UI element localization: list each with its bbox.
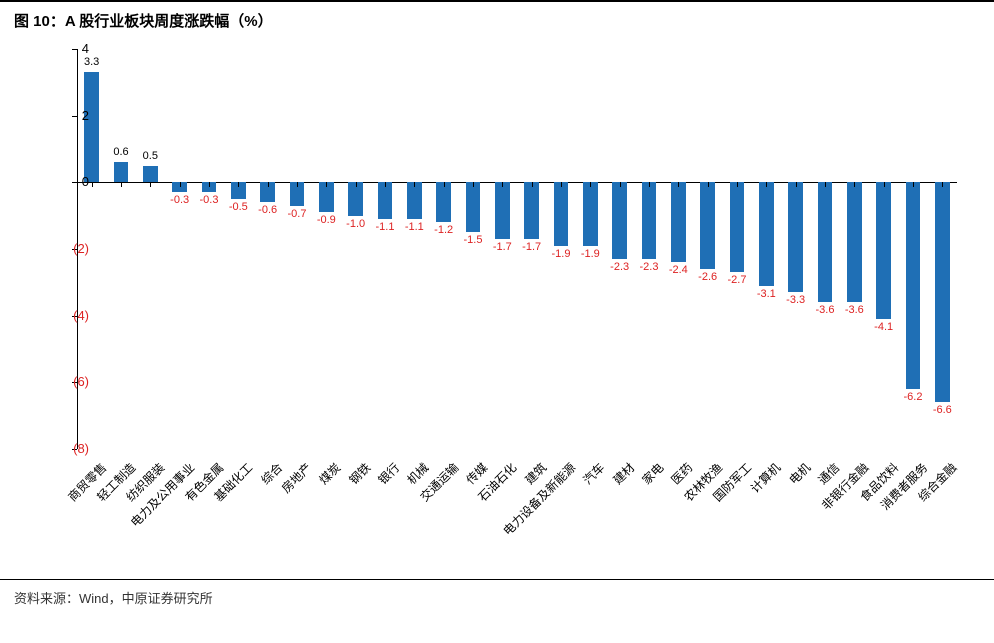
bar-value-label: -2.4 xyxy=(664,264,692,276)
x-tick xyxy=(913,182,914,187)
x-tick xyxy=(473,182,474,187)
y-tick-label: (8) xyxy=(49,441,89,456)
bar xyxy=(612,182,627,259)
chart-source: 资料来源：Wind，中原证券研究所 xyxy=(0,579,994,615)
x-tick xyxy=(942,182,943,187)
bar xyxy=(378,182,393,219)
chart-title: 图 10：A 股行业板块周度涨跌幅（%） xyxy=(0,0,994,39)
bar-value-label: -1.5 xyxy=(459,234,487,246)
y-tick-label: (6) xyxy=(49,374,89,389)
bar xyxy=(847,182,862,302)
x-tick xyxy=(444,182,445,187)
x-tick xyxy=(92,182,93,187)
x-tick xyxy=(590,182,591,187)
bar xyxy=(554,182,569,245)
bar xyxy=(583,182,598,245)
bar-value-label: -2.3 xyxy=(606,261,634,273)
bar-value-label: -0.3 xyxy=(195,194,223,206)
bar xyxy=(114,162,129,182)
x-tick xyxy=(180,182,181,187)
chart-area: 3.30.60.5-0.3-0.3-0.5-0.6-0.7-0.9-1.0-1.… xyxy=(17,39,977,579)
x-tick xyxy=(737,182,738,187)
bar-value-label: -4.1 xyxy=(870,321,898,333)
bar-value-label: -0.7 xyxy=(283,208,311,220)
y-tick-label: (2) xyxy=(49,241,89,256)
bar xyxy=(436,182,451,222)
x-tick xyxy=(796,182,797,187)
bar-value-label: -1.7 xyxy=(518,241,546,253)
x-tick xyxy=(268,182,269,187)
bar-value-label: 3.3 xyxy=(78,56,106,68)
bar-value-label: -6.6 xyxy=(928,404,956,416)
bar-value-label: -1.1 xyxy=(400,221,428,233)
bar xyxy=(407,182,422,219)
x-tick xyxy=(766,182,767,187)
x-tick xyxy=(854,182,855,187)
x-tick xyxy=(209,182,210,187)
y-tick-label: 4 xyxy=(49,41,89,56)
bar xyxy=(730,182,745,272)
bar-value-label: -1.2 xyxy=(430,224,458,236)
y-tick-label: 2 xyxy=(49,108,89,123)
bar xyxy=(700,182,715,269)
bar xyxy=(84,72,99,182)
bar-value-label: 0.6 xyxy=(107,146,135,158)
bar-value-label: -6.2 xyxy=(899,391,927,403)
bar xyxy=(495,182,510,239)
x-tick xyxy=(708,182,709,187)
x-tick xyxy=(414,182,415,187)
bar xyxy=(642,182,657,259)
bar-value-label: -3.3 xyxy=(782,294,810,306)
bar xyxy=(935,182,950,402)
x-tick xyxy=(297,182,298,187)
bar xyxy=(524,182,539,239)
bar xyxy=(759,182,774,285)
bar xyxy=(906,182,921,389)
x-tick xyxy=(356,182,357,187)
x-tick xyxy=(150,182,151,187)
bar-value-label: -0.6 xyxy=(254,204,282,216)
bar-value-label: -3.1 xyxy=(752,288,780,300)
plot-region: 3.30.60.5-0.3-0.3-0.5-0.6-0.7-0.9-1.0-1.… xyxy=(77,49,957,449)
bar xyxy=(143,166,158,183)
bar-value-label: -1.1 xyxy=(371,221,399,233)
x-tick xyxy=(238,182,239,187)
bar-value-label: -3.6 xyxy=(840,304,868,316)
bar-value-label: -2.6 xyxy=(694,271,722,283)
x-tick xyxy=(385,182,386,187)
bar-value-label: -0.9 xyxy=(312,214,340,226)
bar-value-label: -1.0 xyxy=(342,218,370,230)
bar-value-label: 0.5 xyxy=(136,150,164,162)
x-tick xyxy=(884,182,885,187)
bar-value-label: -1.7 xyxy=(488,241,516,253)
x-tick xyxy=(649,182,650,187)
bar xyxy=(466,182,481,232)
bar xyxy=(788,182,803,292)
bar-value-label: -2.3 xyxy=(635,261,663,273)
bar-value-label: -0.5 xyxy=(224,201,252,213)
bar-value-label: -0.3 xyxy=(166,194,194,206)
y-tick-label: 0 xyxy=(49,174,89,189)
bar xyxy=(876,182,891,319)
x-tick xyxy=(326,182,327,187)
x-tick xyxy=(502,182,503,187)
x-tick xyxy=(620,182,621,187)
x-tick xyxy=(678,182,679,187)
bar xyxy=(818,182,833,302)
x-tick xyxy=(532,182,533,187)
bar-value-label: -3.6 xyxy=(811,304,839,316)
x-tick xyxy=(561,182,562,187)
bar-value-label: -1.9 xyxy=(547,248,575,260)
bar xyxy=(671,182,686,262)
bar-value-label: -2.7 xyxy=(723,274,751,286)
y-tick-label: (4) xyxy=(49,308,89,323)
x-tick xyxy=(121,182,122,187)
x-tick xyxy=(825,182,826,187)
bar-value-label: -1.9 xyxy=(576,248,604,260)
